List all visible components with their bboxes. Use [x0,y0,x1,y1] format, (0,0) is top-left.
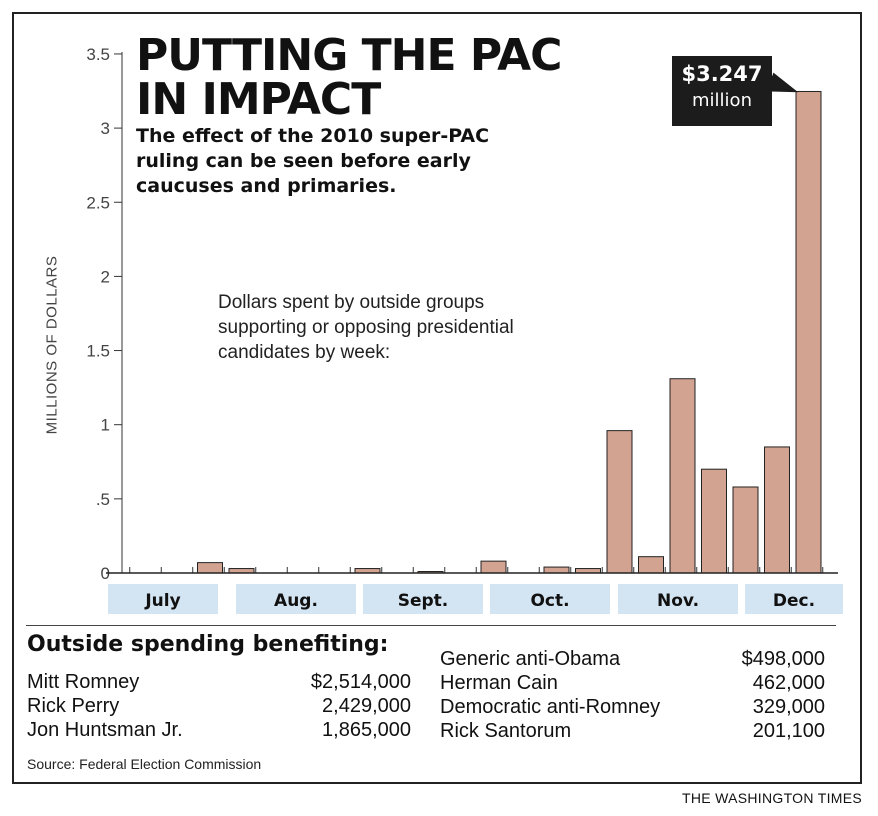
publisher-credit: THE WASHINGTON TIMES [682,790,862,806]
beneficiary-name: Democratic anti-Romney [440,696,661,718]
callout-amount: $3.247 [681,62,763,86]
month-box [490,584,610,614]
y-tick-label: 1 [101,416,110,435]
section-divider [26,625,836,626]
title-line-2: IN IMPACT [136,74,381,125]
bar [606,430,633,574]
bar [795,90,822,574]
bar [197,562,223,574]
month-box [236,584,356,614]
beneficiary-name: Rick Perry [27,695,120,717]
title-line-1: PUTTING THE PAC [136,30,562,81]
x-tick-label: Sept. [398,591,449,611]
graphic-frame [12,12,862,784]
y-axis-label: MILLIONS OF DOLLARS [43,255,61,435]
y-tick-label: 1.5 [86,342,110,361]
month-box [745,584,843,614]
spending-list-left: Mitt Romney $2,514,000 Rick Perry 2,429,000… [27,670,411,742]
y-tick-label: 3.5 [86,45,110,64]
bar [480,560,507,574]
x-tick-label: Dec. [773,591,815,611]
spending-row: Rick Perry 2,429,000 [27,694,411,718]
spending-list-right: Generic anti-Obama $498,000 Herman Cain 462… [440,647,825,743]
spending-row: Jon Huntsman Jr. 1,865,000 [27,718,411,742]
callout-unit: million [692,90,752,111]
y-tick-label: 2 [101,267,110,286]
beneficiary-name: Mitt Romney [27,671,140,693]
beneficiary-name: Generic anti-Obama [440,648,621,670]
spending-amount: 329,000 [752,696,825,718]
bar [669,378,696,574]
y-tick-label: .5 [96,490,110,509]
month-box [108,584,218,614]
bar [543,566,570,574]
chart-description: Dollars spent by outside groups supporti… [218,292,514,363]
spending-row: Mitt Romney $2,514,000 [27,670,411,694]
source-note: Source: Federal Election Commission [27,756,262,772]
y-tick-label: 2.5 [86,193,110,212]
spending-amount: $498,000 [741,648,825,670]
spending-amount: 201,100 [752,720,825,742]
spending-row: Democratic anti-Romney 329,000 [440,695,825,719]
month-box [363,584,483,614]
bar [764,446,790,574]
y-tick-label: 3 [101,119,110,138]
bar [701,468,727,574]
spending-amount: 1,865,000 [322,719,411,741]
x-tick-label: Aug. [274,591,318,611]
spending-row: Rick Santorum 201,100 [440,719,825,743]
spending-row: Herman Cain 462,000 [440,671,825,695]
bar [732,486,759,574]
beneficiary-name: Rick Santorum [440,720,572,742]
beneficiary-name: Jon Huntsman Jr. [27,719,183,741]
spending-amount: 2,429,000 [322,695,411,717]
month-box [618,584,738,614]
legend-title: Outside spending benefiting: [27,632,389,657]
x-tick-label: July [144,591,180,611]
bar [638,556,664,574]
x-tick-label: Oct. [530,591,569,611]
spending-row: Generic anti-Obama $498,000 [440,647,825,671]
x-tick-label: Nov. [657,591,699,611]
y-tick-label: 0 [101,564,110,583]
spending-amount: 462,000 [752,672,825,694]
chart-subtitle: The effect of the 2010 super-PAC ruling … [136,125,490,197]
beneficiary-name: Herman Cain [440,672,558,694]
chart-title: PUTTING THE PAC IN IMPACT [136,34,562,125]
spending-amount: $2,514,000 [310,671,411,693]
peak-callout: $3.247 million [672,56,772,126]
